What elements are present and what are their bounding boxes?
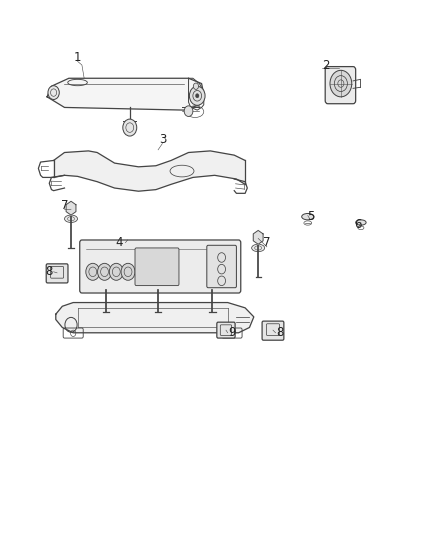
Ellipse shape (302, 214, 314, 220)
FancyBboxPatch shape (217, 322, 235, 338)
Polygon shape (53, 151, 245, 191)
Circle shape (98, 263, 112, 280)
Text: 3: 3 (159, 133, 166, 146)
FancyBboxPatch shape (80, 240, 241, 293)
Text: 9: 9 (228, 326, 236, 340)
Circle shape (48, 86, 59, 100)
Circle shape (330, 70, 352, 97)
FancyBboxPatch shape (135, 248, 179, 286)
Text: 8: 8 (46, 265, 53, 278)
Ellipse shape (252, 244, 265, 252)
Text: 7: 7 (263, 236, 271, 249)
Polygon shape (47, 78, 204, 110)
Circle shape (195, 94, 199, 98)
Polygon shape (253, 230, 263, 244)
Ellipse shape (64, 215, 78, 222)
Polygon shape (56, 303, 254, 333)
FancyBboxPatch shape (46, 264, 68, 283)
Text: 5: 5 (307, 209, 314, 223)
Circle shape (86, 263, 100, 280)
Circle shape (193, 83, 198, 90)
Circle shape (121, 263, 135, 280)
Ellipse shape (356, 220, 366, 225)
FancyBboxPatch shape (207, 245, 237, 288)
Circle shape (184, 106, 193, 116)
FancyBboxPatch shape (325, 67, 356, 104)
Text: 6: 6 (354, 217, 362, 231)
Polygon shape (66, 201, 76, 215)
Text: 4: 4 (115, 236, 123, 249)
Text: 7: 7 (61, 199, 68, 212)
Circle shape (110, 263, 123, 280)
Text: 8: 8 (276, 326, 284, 340)
Text: 1: 1 (74, 51, 81, 63)
Circle shape (123, 119, 137, 136)
Text: 2: 2 (322, 59, 329, 71)
Circle shape (189, 86, 205, 106)
FancyBboxPatch shape (262, 321, 284, 340)
